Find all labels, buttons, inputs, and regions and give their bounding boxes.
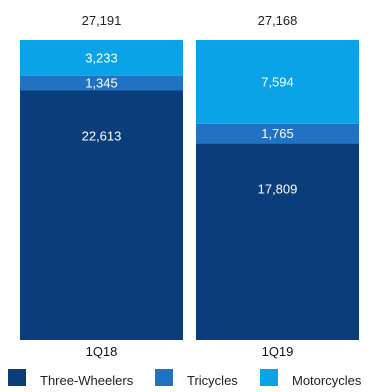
legend-label: Tricycles	[187, 373, 238, 388]
legend-swatch-three-wheelers	[8, 369, 26, 386]
category-label: 1Q18	[86, 344, 118, 359]
legend-swatch-motorcycles	[260, 369, 278, 386]
segment-label: 3,233	[85, 50, 118, 65]
bar-1q19-tricycles	[196, 123, 359, 144]
bar-1q18-motorcycles	[20, 40, 183, 76]
segment-label: 7,594	[261, 74, 294, 89]
legend-label: Motorcycles	[292, 373, 362, 388]
segment-label: 17,809	[258, 181, 298, 196]
bar-1q18-tricycles	[20, 75, 183, 91]
segment-label: 1,765	[261, 126, 294, 141]
legend-label: Three-Wheelers	[40, 373, 134, 388]
total-label: 27,168	[258, 13, 298, 28]
legend-swatch-tricycles	[155, 369, 173, 386]
bar-1q19-motorcycles	[196, 40, 359, 124]
category-label: 1Q19	[262, 344, 294, 359]
segment-label: 22,613	[82, 129, 122, 144]
bar-1q18-three-wheelers	[20, 90, 183, 340]
total-label: 27,191	[82, 13, 122, 28]
segment-label: 1,345	[85, 76, 118, 91]
bar-1q19-three-wheelers	[196, 143, 359, 340]
